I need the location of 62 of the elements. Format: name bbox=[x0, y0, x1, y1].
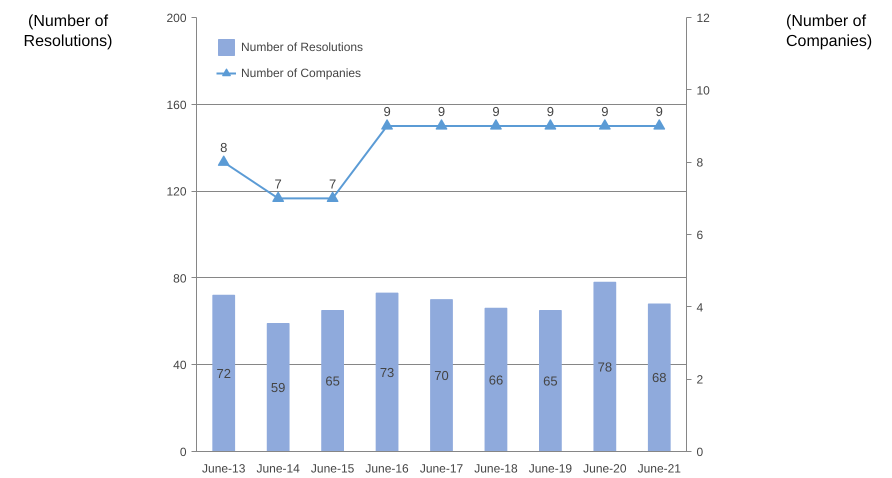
bar bbox=[593, 282, 616, 452]
y2-tick-label: 6 bbox=[696, 228, 704, 242]
x-tick-label: June-17 bbox=[420, 462, 464, 476]
legend-label: Number of Companies bbox=[241, 66, 362, 80]
y2-tick-label: 0 bbox=[696, 445, 704, 459]
data-label: 70 bbox=[434, 368, 449, 384]
data-label: 9 bbox=[601, 104, 608, 119]
data-label: 7 bbox=[328, 176, 336, 192]
x-tick-label: June-19 bbox=[528, 462, 572, 476]
data-label: 65 bbox=[543, 373, 558, 388]
bar bbox=[430, 299, 453, 452]
bar bbox=[648, 303, 671, 452]
point bbox=[598, 119, 611, 130]
point bbox=[218, 155, 230, 166]
bar bbox=[321, 310, 344, 452]
point bbox=[544, 119, 556, 130]
bar bbox=[376, 292, 398, 452]
data-label: 72 bbox=[216, 366, 231, 381]
data-label: 59 bbox=[270, 380, 286, 395]
y-tick-label: 120 bbox=[166, 184, 187, 199]
bar bbox=[484, 308, 508, 452]
x-tick-label: June-14 bbox=[256, 462, 300, 476]
data-label: 7 bbox=[274, 176, 282, 192]
y2-tick-label: 4 bbox=[696, 300, 704, 314]
point bbox=[436, 119, 448, 130]
data-label: 68 bbox=[652, 370, 667, 386]
x-tick-label: June-21 bbox=[638, 462, 682, 476]
data-label: 8 bbox=[220, 140, 228, 156]
data-label: 78 bbox=[598, 359, 612, 374]
legend-label: Number of Resolutions bbox=[241, 40, 364, 54]
point bbox=[381, 119, 394, 130]
x-tick-label: June-15 bbox=[310, 462, 355, 476]
bar bbox=[266, 322, 290, 452]
x-tick-label: June-16 bbox=[365, 462, 410, 476]
point bbox=[490, 119, 502, 130]
y-tick-label: 40 bbox=[173, 358, 187, 372]
data-label: 65 bbox=[325, 373, 340, 388]
point bbox=[326, 191, 339, 202]
y-tick-label: 0 bbox=[180, 445, 187, 459]
data-label: 9 bbox=[438, 104, 446, 119]
y2-tick-label: 8 bbox=[696, 156, 704, 170]
y2-tick-label: 10 bbox=[696, 83, 710, 98]
data-label: 9 bbox=[546, 104, 554, 119]
data-label: 9 bbox=[656, 104, 663, 119]
y-tick-label: 160 bbox=[166, 98, 187, 112]
y-tick-label: 200 bbox=[166, 11, 187, 25]
y2-tick-label: 2 bbox=[696, 372, 704, 387]
x-tick-label: June-20 bbox=[583, 462, 627, 476]
x-tick-label: June-13 bbox=[202, 462, 246, 476]
data-label: 66 bbox=[488, 372, 504, 388]
data-label: 9 bbox=[383, 104, 391, 119]
y2-axis-title: (Number of Companies) bbox=[786, 12, 872, 52]
y-tick-label: 80 bbox=[173, 271, 187, 286]
bar bbox=[212, 294, 236, 452]
data-label: 9 bbox=[492, 104, 500, 119]
data-label: 73 bbox=[380, 364, 394, 380]
point bbox=[272, 191, 284, 202]
y2-tick-label: 12 bbox=[696, 11, 710, 25]
x-tick-label: June-18 bbox=[474, 462, 518, 476]
point bbox=[653, 119, 666, 130]
bar bbox=[539, 310, 562, 452]
y-axis-title: (Number of Resolutions) bbox=[24, 12, 112, 52]
